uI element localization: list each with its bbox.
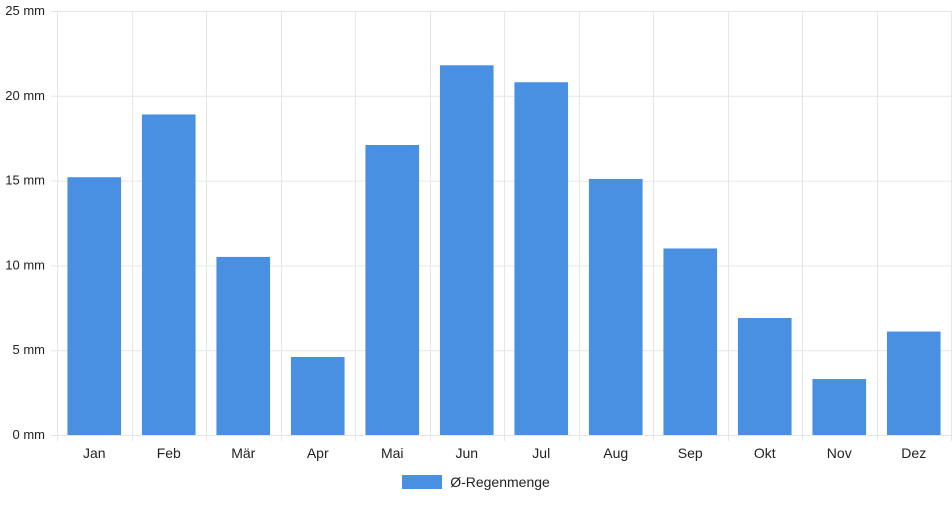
y-tick-label: 20 mm <box>5 88 45 103</box>
bar <box>67 177 122 435</box>
x-tick-label: Feb <box>157 445 181 461</box>
y-tick-label: 25 mm <box>5 3 45 18</box>
x-tick-label: Nov <box>827 445 852 461</box>
y-tick-label: 0 mm <box>13 427 46 442</box>
bar <box>737 317 792 435</box>
legend[interactable]: Ø-Regenmenge <box>0 472 952 492</box>
bars <box>67 65 941 436</box>
bar <box>290 356 345 435</box>
x-tick-label: Aug <box>603 445 628 461</box>
bar <box>812 379 867 435</box>
y-tick-label: 15 mm <box>5 173 45 188</box>
bar <box>439 65 494 435</box>
bar <box>588 178 643 436</box>
x-tick-label: Apr <box>307 445 329 461</box>
bar <box>514 82 569 436</box>
x-tick-label: Jan <box>83 445 106 461</box>
x-tick-label: Okt <box>754 445 776 461</box>
bar <box>886 331 941 435</box>
axes: 0 mm 5 mm 10 mm 15 mm 20 mm 25 mm Jan Feb Mär Apr… <box>5 3 926 461</box>
x-tick-label: Sep <box>678 445 703 461</box>
legend-swatch[interactable] <box>402 475 443 489</box>
y-tick-label: 5 mm <box>13 342 46 357</box>
bar <box>141 114 196 436</box>
bar <box>216 256 271 435</box>
y-tick-label: 10 mm <box>5 257 45 272</box>
x-tick-label: Jul <box>532 445 550 461</box>
x-tick-label: Dez <box>901 445 926 461</box>
grid-lines <box>51 11 952 441</box>
legend-label[interactable]: Ø-Regenmenge <box>450 474 550 490</box>
bar <box>663 248 718 435</box>
bar <box>365 144 420 435</box>
x-tick-label: Mär <box>231 445 255 461</box>
x-tick-label: Jun <box>455 445 478 461</box>
x-tick-label: Mai <box>381 445 404 461</box>
